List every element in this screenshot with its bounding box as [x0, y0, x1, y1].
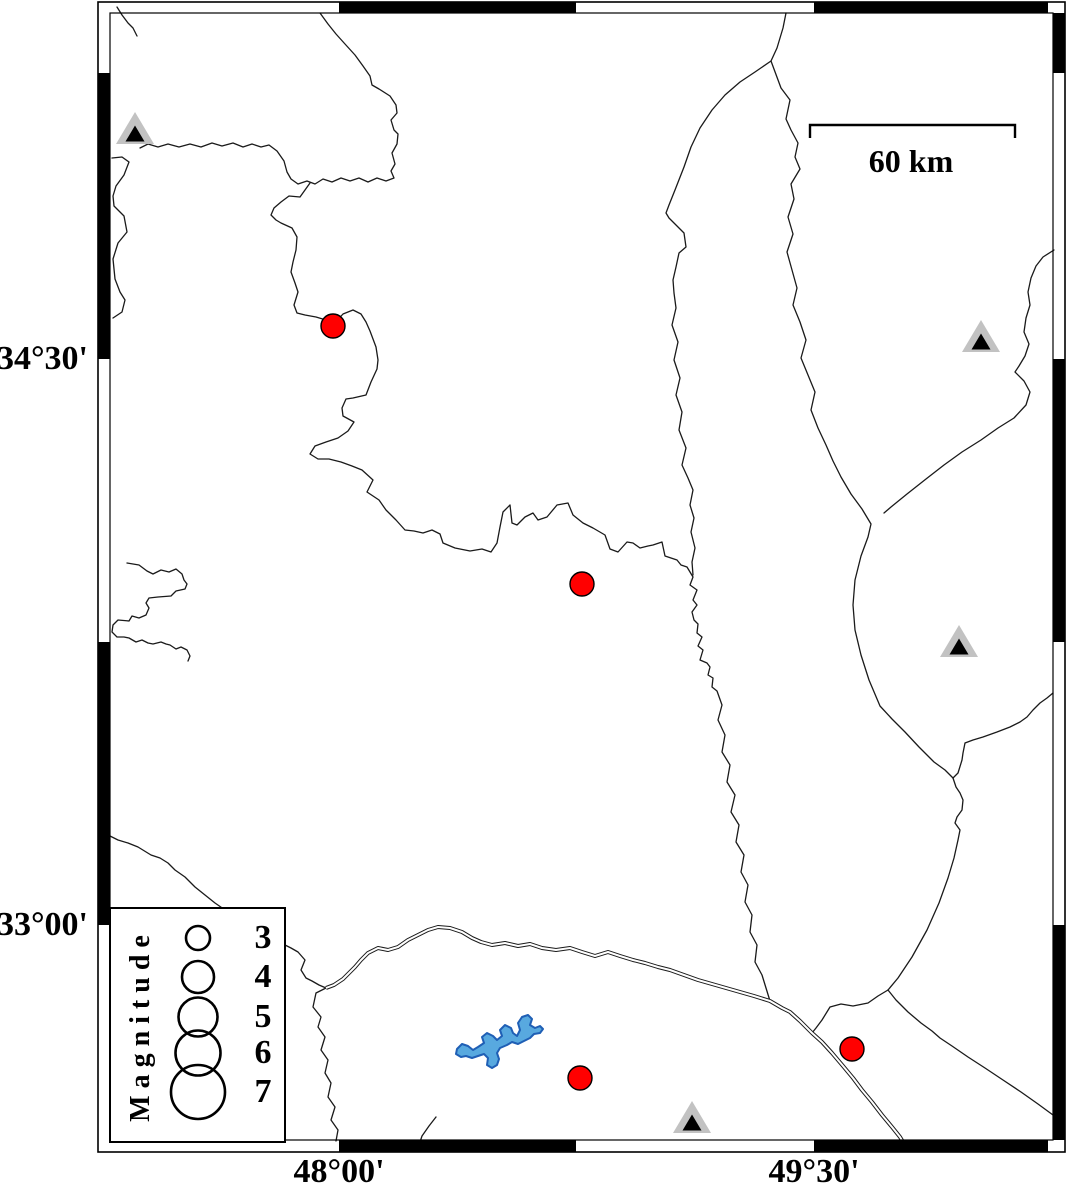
latitude-label: 34°30'	[0, 340, 88, 377]
epicenter-circle	[839, 1036, 865, 1062]
lake-polygon	[455, 1014, 544, 1069]
latitude-label: 33°00'	[0, 906, 88, 943]
boundary-line	[887, 777, 964, 991]
scale-bar-bracket	[808, 123, 1017, 138]
legend-circle	[169, 1063, 227, 1121]
legend-magnitude-value: 7	[254, 1073, 272, 1110]
legend-circle	[180, 959, 216, 995]
legend-title: Magnitude	[125, 928, 156, 1122]
epicenter-circle	[320, 313, 346, 339]
river	[325, 925, 908, 1149]
station-markers	[116, 112, 1000, 1133]
boundary-line	[883, 249, 1055, 514]
legend-frame	[109, 907, 286, 1143]
frame-black-segment	[339, 2, 576, 13]
frame-black-segment	[98, 642, 110, 925]
longitude-label: 49°30'	[768, 1153, 860, 1190]
boundary-line	[887, 989, 1054, 1116]
frame-black-segment	[1053, 925, 1065, 1140]
legend-magnitude-value: 6	[254, 1034, 272, 1071]
boundary-line	[139, 12, 399, 185]
scale-bar-label: 60 km	[868, 143, 954, 179]
longitude-label: 48°00'	[293, 1153, 385, 1190]
boundary-line	[107, 834, 339, 1142]
legend-box	[109, 907, 286, 1143]
frame-black-segment	[1053, 359, 1065, 642]
frame-black-segment	[339, 1140, 576, 1152]
legend-magnitude-value: 3	[254, 919, 272, 956]
boundary-line	[270, 182, 334, 326]
frame-black-segment	[814, 1140, 1048, 1152]
lake	[455, 1014, 544, 1069]
frame-black-segment	[814, 2, 1048, 13]
legend-magnitude-value: 5	[254, 998, 272, 1035]
river-core	[325, 926, 907, 1148]
boundary-line	[952, 692, 1054, 779]
epicenter-markers	[320, 313, 865, 1091]
legend-circle	[174, 1029, 222, 1077]
boundary-line	[309, 309, 771, 1002]
river-casing	[325, 925, 908, 1149]
boundary-line	[111, 156, 130, 319]
station-triangle-inner	[125, 125, 145, 142]
boundary-line	[770, 12, 954, 779]
epicenter-circle	[569, 571, 595, 597]
station-triangle-inner	[949, 638, 969, 655]
boundary-line	[811, 989, 889, 1034]
boundary-line	[111, 562, 191, 662]
station-triangle-inner	[682, 1114, 702, 1131]
boundary-line	[665, 60, 772, 576]
frame-black-segment	[1053, 13, 1065, 73]
scale-bar	[808, 123, 1017, 138]
map-frame	[97, 1, 1066, 1153]
boundary-lines	[107, 6, 1055, 1146]
legend-circle	[177, 996, 219, 1038]
station-triangle-inner	[971, 333, 991, 350]
frame-black-segment	[98, 73, 110, 359]
epicenter-circle	[567, 1065, 593, 1091]
legend-magnitude-value: 4	[254, 958, 272, 995]
boundary-line	[116, 6, 138, 37]
legend-circle	[184, 924, 212, 952]
